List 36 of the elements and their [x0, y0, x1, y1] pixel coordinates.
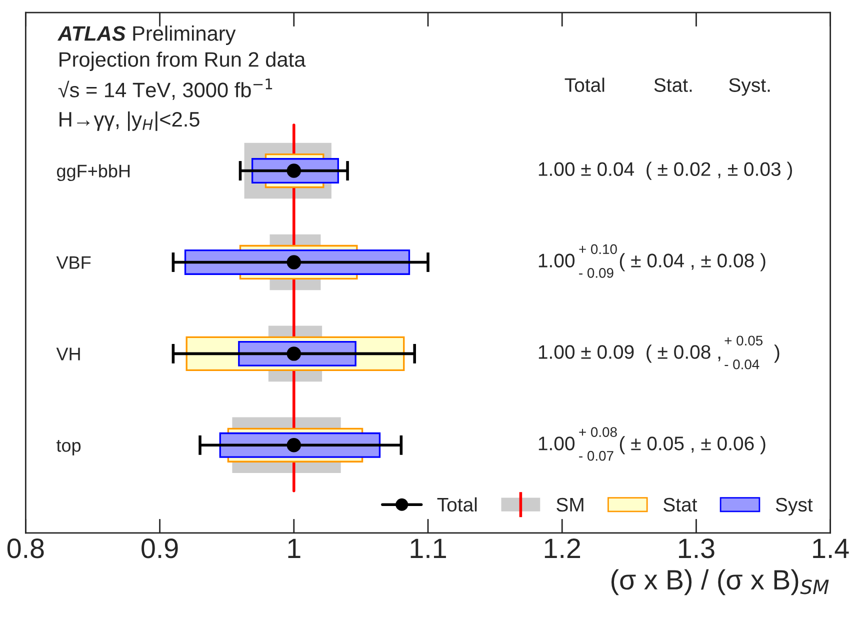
- annotation: + 0.10: [579, 244, 617, 254]
- annotation: ): [774, 344, 780, 363]
- x-tick-label: 1.1: [410, 538, 446, 558]
- text: √s = 14 TeV, 3000 fb$^{−1}$: [58, 78, 272, 100]
- annotation: ( ± 0.05 , ± 0.06 ): [620, 436, 766, 454]
- annotation: 1.00 ± 0.04 ( ± 0.02 , ± 0.03 ): [538, 162, 792, 180]
- x-tick-label: 1.4: [813, 538, 849, 558]
- y-tick-label: top: [56, 440, 81, 456]
- x-tick-label: 1: [288, 538, 300, 558]
- x-tick-label: 1.2: [544, 538, 580, 558]
- text: Projection from Run 2 data: [60, 52, 306, 71]
- annotation: 1.00 ± 0.09 ( ± 0.08 ,: [538, 344, 720, 363]
- x-axis-title: (σ x B) / (σ x B)$_{SM}$: [611, 569, 829, 596]
- y-tick-label: ggF+bbH: [56, 164, 130, 182]
- annotation: + 0.08: [579, 427, 617, 437]
- annotation: + 0.05: [724, 336, 763, 346]
- annotation: - 0.07: [579, 450, 614, 461]
- legend-label: Total: [437, 497, 477, 512]
- annotation: - 0.09: [579, 268, 614, 278]
- y-tick-label: VH: [56, 348, 80, 360]
- x-tick-label: 0.9: [142, 538, 178, 558]
- text: Syst.: [729, 78, 770, 96]
- annotation: - 0.04: [724, 359, 760, 370]
- annotation: ( ± 0.04 , ± 0.08 ): [620, 253, 766, 272]
- annotation: 1.00: [538, 436, 575, 450]
- annotation: H→γγ, |y$_{H}$|<2.5: [60, 111, 200, 131]
- y-tick-label: VBF: [56, 256, 91, 269]
- text: Total: [564, 78, 604, 92]
- legend-label: SM: [556, 498, 584, 512]
- x-tick-label: 1.3: [679, 538, 714, 558]
- text: ATLAS Preliminary: [57, 26, 236, 45]
- legend-label: Stat: [664, 498, 698, 512]
- legend-label: Syst: [776, 498, 813, 516]
- x-tick-label: 0.8: [7, 538, 44, 558]
- annotation: 1.00: [538, 254, 575, 268]
- text: Stat.: [654, 78, 692, 92]
